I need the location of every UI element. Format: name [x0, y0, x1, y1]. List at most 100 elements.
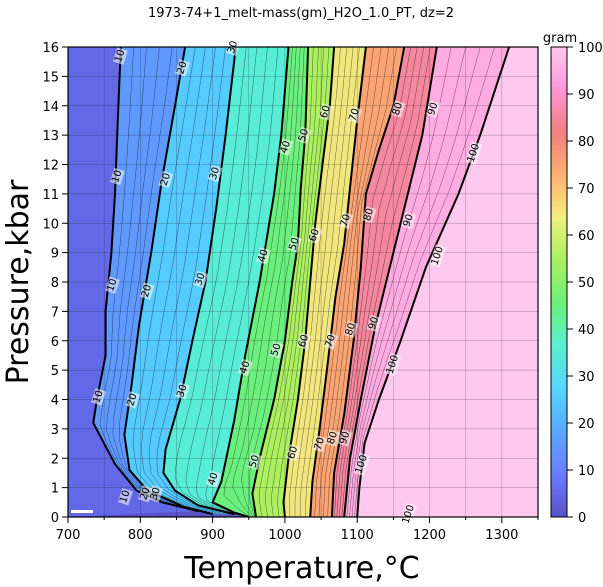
filled-contour-regions — [68, 47, 538, 517]
contour-label-70: 70 — [347, 106, 363, 124]
y-tick-label: 0 — [51, 511, 59, 526]
contour-label-bg — [296, 126, 312, 145]
contour-label-text: 90 — [426, 101, 440, 117]
contour-label-text: 60 — [318, 104, 332, 120]
contour-label-80: 80 — [343, 320, 359, 339]
minor-contour-48 — [248, 47, 305, 517]
contour-label-text: 80 — [391, 101, 405, 117]
x-axis-ticks: 700 800 900 1000 1100 1200 1300 — [56, 517, 539, 543]
contour-label-text: 30 — [208, 166, 222, 182]
contour-label-text: 50 — [297, 128, 311, 144]
minor-contour-88 — [341, 47, 431, 517]
minor-contour-24 — [141, 47, 222, 515]
contour-label-bg — [193, 270, 209, 289]
contour-label-70: 70 — [338, 211, 354, 230]
contour-label-40: 40 — [237, 358, 253, 377]
contour-label-10: 10 — [117, 488, 133, 506]
colorbar-tick-label: 70 — [578, 182, 595, 197]
contour-label-70: 70 — [323, 332, 339, 350]
minor-contour-86 — [339, 47, 424, 517]
contour-label-bg — [347, 106, 363, 124]
contour-label-text: 10 — [118, 489, 132, 505]
contour-label-bg — [401, 211, 417, 230]
major-contour-lines — [92, 47, 511, 517]
x-tick-label: 800 — [128, 528, 153, 543]
x-tick-label: 1300 — [485, 528, 518, 543]
colorbar-tick-label: 30 — [578, 370, 595, 385]
minor-contour-78 — [327, 47, 397, 517]
band-70-80 — [310, 47, 405, 517]
band-10-20 — [93, 47, 213, 515]
contour-label-text: 20 — [175, 60, 189, 76]
contour-label-bg — [109, 167, 125, 186]
minor-contour-82 — [334, 47, 411, 517]
contour-label-bg — [296, 332, 312, 350]
contour-label-bg — [237, 358, 253, 377]
contour-label-text: 10 — [113, 48, 127, 64]
minor-contour-92 — [346, 47, 452, 517]
contour-label-bg — [247, 452, 263, 471]
contour-label-10: 10 — [104, 276, 120, 294]
minor-contour-84 — [336, 47, 418, 517]
band-60-70 — [283, 47, 366, 517]
contour-label-text: 20 — [140, 283, 154, 299]
contour-label-bg — [425, 100, 441, 118]
contour-label-bg — [268, 341, 284, 359]
contour-labels: 1010101010202020202030303030304040404050… — [91, 38, 483, 527]
contour-label-bg — [206, 470, 222, 488]
contour-label-bg — [361, 206, 377, 224]
scale-bar-marker — [71, 510, 93, 513]
contour-label-40: 40 — [206, 470, 222, 488]
contour-label-bg — [384, 352, 402, 377]
y-tick-label: 2 — [51, 452, 59, 467]
band-above-100 — [357, 47, 538, 517]
band-20-30 — [124, 47, 236, 515]
contour-label-bg — [148, 485, 164, 503]
minor-contour-26 — [149, 47, 226, 515]
contour-label-text: 40 — [238, 360, 252, 376]
minor-contour-68 — [305, 47, 360, 517]
band-0-10 — [68, 47, 199, 517]
contour-line-60 — [282, 47, 336, 517]
contour-label-bg — [307, 226, 323, 245]
contour-label-text: 50 — [287, 236, 301, 252]
y-tick-label: 6 — [51, 335, 59, 350]
y-tick-label: 4 — [51, 394, 59, 409]
contour-label-bg — [400, 502, 418, 527]
contour-label-text: 90 — [402, 213, 416, 229]
contour-label-80: 80 — [361, 206, 377, 224]
contour-label-bg — [278, 138, 294, 156]
contour-label-bg — [390, 100, 406, 118]
y-tick-label: 10 — [42, 217, 59, 232]
y-tick-label: 11 — [42, 188, 59, 203]
minor-contour-94 — [349, 47, 466, 517]
colorbar-ticks: 0 10 20 30 40 50 60 70 80 90 100 — [567, 41, 603, 526]
contour-label-text: 60 — [308, 228, 322, 244]
minor-contour-38 — [205, 47, 279, 517]
x-tick-label: 700 — [56, 528, 81, 543]
minor-contour-32 — [174, 47, 247, 515]
colorbar-tick-label: 80 — [578, 135, 595, 150]
minor-contour-72 — [314, 47, 374, 517]
contour-label-text: 60 — [297, 333, 311, 349]
contour-label-30: 30 — [174, 382, 190, 400]
contour-label-bg — [255, 247, 271, 265]
contour-label-text: 70 — [339, 213, 353, 229]
contour-line-80 — [330, 47, 406, 517]
contour-label-bg — [174, 59, 190, 77]
minor-contour-76 — [323, 47, 390, 517]
chart-title: 1973-74+1_melt-mass(gm)_H2O_1.0_PT, dz=2 — [148, 6, 454, 21]
y-tick-label: 16 — [42, 41, 59, 56]
contour-label-50: 50 — [296, 126, 312, 145]
contour-label-bg — [366, 314, 382, 333]
contour-label-text: 10 — [91, 389, 105, 405]
contour-label-text: 70 — [347, 107, 361, 123]
contour-label-80: 80 — [325, 429, 341, 447]
contour-label-text: 50 — [248, 454, 262, 470]
contour-label-60: 60 — [296, 332, 312, 350]
contour-label-bg — [158, 170, 174, 189]
contour-label-60: 60 — [285, 444, 301, 462]
contour-label-bg — [91, 388, 107, 406]
y-tick-label: 8 — [51, 276, 59, 291]
